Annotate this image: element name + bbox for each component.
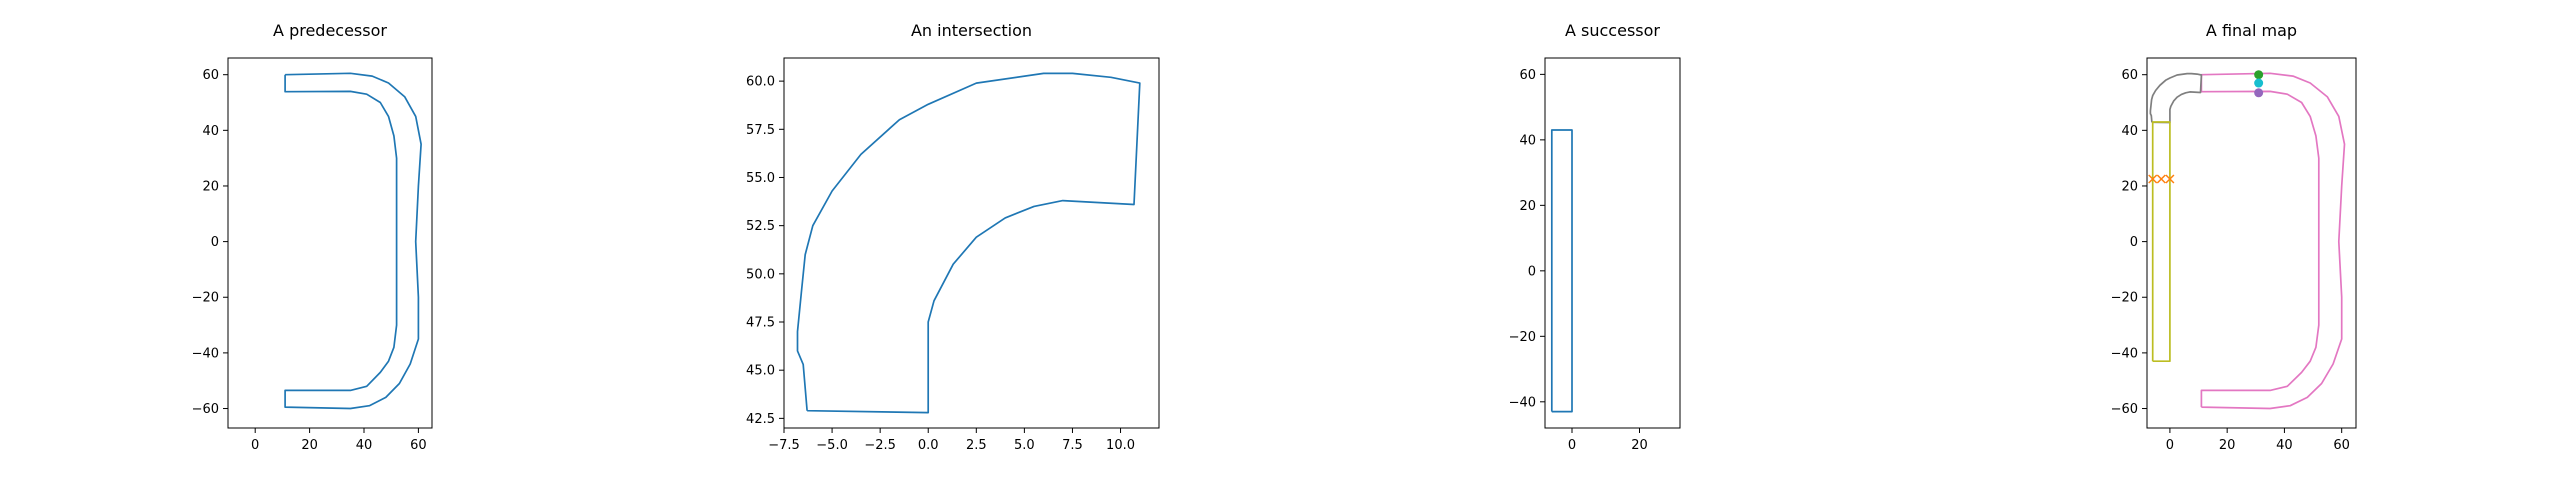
x-tick-label: 0 bbox=[251, 438, 259, 453]
y-tick-label: −60 bbox=[2111, 402, 2138, 417]
y-tick-label: 52.5 bbox=[746, 219, 775, 234]
y-tick-label: 57.5 bbox=[746, 123, 775, 138]
y-tick-label: −20 bbox=[2111, 291, 2138, 306]
y-tick-label: 0 bbox=[211, 235, 219, 250]
x-tick-label: −7.5 bbox=[768, 438, 800, 453]
x-tick-label: 2.5 bbox=[966, 438, 987, 453]
x-tick-label: −2.5 bbox=[864, 438, 896, 453]
point-marker bbox=[2254, 70, 2264, 80]
chart-successor: A successor 0 20 −40 −20 0 20 40 60 bbox=[1509, 21, 1681, 453]
axes-frame bbox=[783, 57, 1160, 429]
series-outline-1 bbox=[2149, 72, 2203, 124]
axes-frame bbox=[1544, 57, 1681, 429]
y-tick-label: −20 bbox=[1509, 330, 1536, 345]
chart-intersection: An intersection −7.5 −5.0 −2.5 0.0 2.5 5.0 7.5… bbox=[746, 21, 1160, 453]
series-outline-2 bbox=[2151, 121, 2171, 363]
axes-frame bbox=[2146, 57, 2357, 429]
x-marker bbox=[2148, 174, 2158, 184]
x-tick-label: 20 bbox=[1631, 438, 1648, 453]
x-tick-label: 20 bbox=[301, 438, 318, 453]
y-tick-label: 47.5 bbox=[746, 316, 775, 331]
y-tick-label: 40 bbox=[202, 124, 219, 139]
x-tick-label: 7.5 bbox=[1062, 438, 1083, 453]
y-tick-label: 20 bbox=[202, 179, 219, 194]
y-tick-label: −40 bbox=[192, 346, 219, 361]
y-tick-label: 0 bbox=[2130, 235, 2138, 250]
y-tick-label: −20 bbox=[192, 291, 219, 306]
chart-predecessor: A predecessor 0 20 40 60 −60 −40 −20 0 20 40 60 bbox=[192, 21, 433, 453]
chart-final-map: A final map 0 20 40 60 −60 −40 −20 0 20 40 60 bbox=[2111, 21, 2357, 453]
y-tick-label: 55.0 bbox=[746, 171, 775, 186]
y-tick-label: 45.0 bbox=[746, 364, 775, 379]
x-tick-label: 0.0 bbox=[918, 438, 939, 453]
x-tick-label: 0 bbox=[2166, 438, 2174, 453]
x-tick-label: −5.0 bbox=[816, 438, 848, 453]
x-tick-label: 10.0 bbox=[1106, 438, 1135, 453]
y-tick-label: 20 bbox=[1519, 199, 1536, 214]
y-tick-label: 60.0 bbox=[746, 75, 775, 90]
y-tick-label: 50.0 bbox=[746, 267, 775, 282]
y-tick-label: −40 bbox=[1509, 395, 1536, 410]
series-outline-0 bbox=[1550, 129, 1573, 413]
x-tick-label: 60 bbox=[2333, 438, 2350, 453]
y-tick-label: 40 bbox=[2121, 124, 2138, 139]
point-marker bbox=[2254, 88, 2264, 98]
y-tick-label: 60 bbox=[202, 68, 219, 83]
series-outline-0 bbox=[2200, 72, 2346, 410]
y-tick-label: 42.5 bbox=[746, 412, 775, 427]
x-marker bbox=[2156, 174, 2166, 184]
series-outline-0 bbox=[796, 72, 1141, 414]
series-outline-0 bbox=[284, 72, 422, 410]
x-tick-label: 5.0 bbox=[1014, 438, 1035, 453]
y-tick-label: 60 bbox=[1519, 68, 1536, 83]
x-marker bbox=[2165, 174, 2175, 184]
y-tick-label: 0 bbox=[1528, 264, 1536, 279]
chart-title: A successor bbox=[1565, 21, 1660, 40]
chart-title: A predecessor bbox=[273, 21, 387, 40]
y-tick-label: 20 bbox=[2121, 179, 2138, 194]
y-tick-label: −60 bbox=[192, 402, 219, 417]
x-tick-label: 60 bbox=[410, 438, 427, 453]
point-marker bbox=[2254, 78, 2264, 88]
axes-frame bbox=[227, 57, 433, 429]
x-tick-label: 20 bbox=[2219, 438, 2236, 453]
chart-title: An intersection bbox=[911, 21, 1032, 40]
x-tick-label: 40 bbox=[2276, 438, 2293, 453]
y-tick-label: 60 bbox=[2121, 68, 2138, 83]
x-tick-label: 0 bbox=[1568, 438, 1576, 453]
y-tick-label: −40 bbox=[2111, 346, 2138, 361]
chart-title: A final map bbox=[2206, 21, 2297, 40]
y-tick-label: 40 bbox=[1519, 133, 1536, 148]
x-tick-label: 40 bbox=[356, 438, 373, 453]
